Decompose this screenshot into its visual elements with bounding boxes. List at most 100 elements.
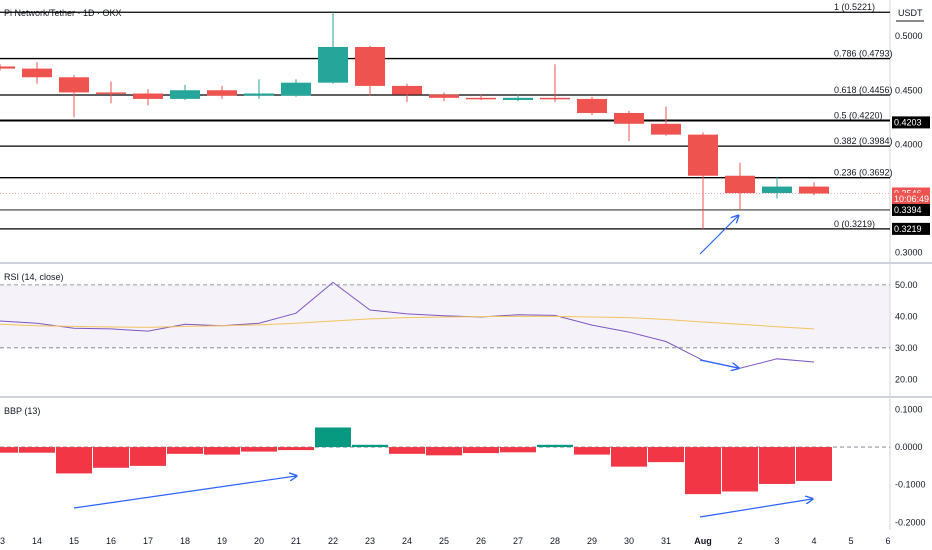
candle-body	[244, 93, 274, 96]
bbp-bar	[93, 447, 129, 468]
x-tick-label: 18	[180, 536, 190, 546]
y-tick-label: -0.2000	[895, 517, 926, 527]
candle-body	[651, 123, 681, 135]
x-tick-label: Aug	[694, 536, 712, 546]
x-tick-label: 24	[402, 536, 412, 546]
y-tick-label: 0.4500	[895, 85, 923, 95]
x-tick-label: 26	[476, 536, 486, 546]
candle-body	[762, 186, 792, 194]
price-tag-label: 10:06:49	[894, 194, 929, 204]
bbp-bar	[241, 447, 277, 452]
candle-body	[133, 93, 163, 99]
x-tick-label: 31	[661, 536, 671, 546]
bbp-bar	[315, 427, 351, 448]
x-tick-label: 4	[811, 536, 816, 546]
candle-body	[614, 112, 644, 124]
bbp-bar	[685, 447, 721, 495]
y-tick-label: 20.00	[895, 374, 918, 384]
rsi-title: RSI (14, close)	[4, 272, 64, 282]
candle-body	[429, 94, 459, 98]
candle-body	[0, 66, 15, 69]
y-tick-label: 0.0000	[895, 442, 923, 452]
fib-level-label: 0.236 (0.3692)	[834, 168, 893, 178]
bbp-bar	[19, 447, 55, 453]
chart-title: Pi Network/Tether · 1D · OKX	[4, 8, 122, 18]
x-tick-label: 30	[624, 536, 634, 546]
candle-body	[170, 90, 200, 99]
bbp-bar	[500, 447, 536, 453]
y-tick-label: 50.00	[895, 280, 918, 290]
candle-body	[577, 98, 607, 113]
y-tick-label: 0.1000	[895, 404, 923, 414]
x-tick-label: 21	[291, 536, 301, 546]
candle-body	[22, 68, 52, 78]
price-tag-label: 0.3394	[894, 205, 922, 215]
bbp-bar	[537, 444, 573, 448]
fib-level-label: 0.382 (0.3984)	[834, 136, 893, 146]
bbp-bar	[574, 447, 610, 455]
rsi-band-background	[0, 284, 890, 348]
bbp-title: BBP (13)	[4, 406, 40, 416]
bbp-bar	[56, 447, 92, 474]
bbp-rising-arrow-right	[699, 499, 812, 518]
price-tag-label: 0.3219	[894, 224, 922, 234]
candle-body	[799, 186, 829, 194]
candle-body	[96, 92, 126, 94]
candle-body	[540, 97, 570, 100]
candle-body	[59, 77, 89, 93]
bbp-bar	[796, 447, 832, 481]
x-tick-label: 27	[513, 536, 523, 546]
price-tag-box	[892, 116, 930, 129]
candle-body	[281, 82, 311, 96]
bbp-bar	[389, 447, 425, 454]
rsi-line	[0, 281, 815, 369]
fib-level-label: 0.5 (0.4220)	[834, 111, 883, 121]
fib-level-label: 0.618 (0.4456)	[834, 85, 893, 95]
x-tick-label: 14	[32, 536, 42, 546]
bbp-bar	[167, 447, 203, 454]
x-tick-label: 22	[328, 536, 338, 546]
x-tick-label: 28	[550, 536, 560, 546]
bbp-bar	[648, 447, 684, 463]
candle-body	[725, 175, 755, 194]
y-tick-label: 30.00	[895, 343, 918, 353]
bbp-bar	[204, 447, 240, 455]
bbp-rising-arrow-left	[73, 476, 296, 509]
x-tick-label: 15	[69, 536, 79, 546]
price-tag-label: 0.4203	[894, 117, 922, 127]
candle-body	[392, 85, 422, 95]
y-tick-label: 0.5000	[895, 31, 923, 41]
fib-level-label: 1 (0.5221)	[834, 2, 875, 12]
bbp-bar	[0, 447, 18, 453]
y-tick-label: 0.3000	[895, 248, 923, 258]
rsi-lower-low-arrow	[699, 359, 738, 368]
x-tick-label: 3	[774, 536, 779, 546]
bbp-bar	[463, 447, 499, 454]
price-tag-box	[892, 203, 930, 216]
bbp-bar	[278, 447, 314, 451]
y-tick-label: -0.1000	[895, 480, 926, 490]
currency-label: USDT	[898, 8, 923, 18]
x-tick-label: 20	[254, 536, 264, 546]
bbp-bar	[722, 447, 758, 492]
price-tag-box	[892, 222, 930, 235]
bbp-bar	[426, 447, 462, 456]
candle-body	[503, 97, 533, 100]
bbp-bar	[130, 447, 166, 466]
candle-body	[466, 97, 496, 100]
candle-body	[688, 134, 718, 176]
x-tick-label: 2	[737, 536, 742, 546]
bbp-bar	[759, 447, 795, 484]
candle-body	[207, 90, 237, 96]
candle-body	[355, 46, 385, 86]
candle-body	[318, 46, 348, 83]
x-tick-label: 19	[217, 536, 227, 546]
bbp-bar	[611, 447, 647, 467]
x-tick-label: 17	[143, 536, 153, 546]
x-tick-label: 6	[885, 536, 890, 546]
fib-level-label: 0 (0.3219)	[834, 219, 875, 229]
fib-level-label: 0.786 (0.4793)	[834, 49, 893, 59]
y-tick-label: 40.00	[895, 311, 918, 321]
x-tick-label: 25	[439, 536, 449, 546]
